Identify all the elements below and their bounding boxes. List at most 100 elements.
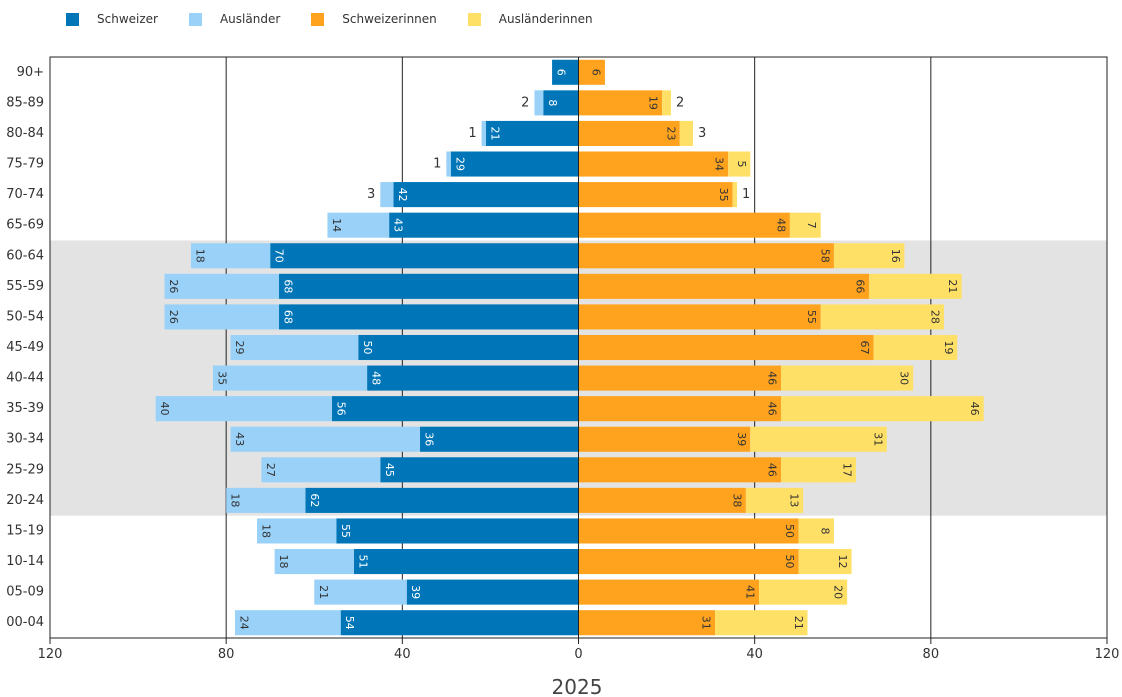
bar-schweizerinnen[interactable] [578,579,760,605]
legend: Schweizer Ausländer Schweizerinnen Auslä… [66,10,624,28]
bar-schweizer[interactable] [367,365,579,391]
bar-schweizerinnen[interactable] [578,243,834,269]
bar-auslaenderinnen[interactable] [679,120,694,146]
data-label-auslaender: 24 [237,616,250,630]
bar-schweizerinnen[interactable] [578,90,663,116]
bar-schweizer[interactable] [340,610,579,636]
bar-auslaenderinnen[interactable] [662,90,671,116]
bar-schweizer[interactable] [543,90,579,116]
bar-auslaenderinnen[interactable] [873,334,958,361]
bar-schweizer[interactable] [486,120,579,146]
y-tick-label: 25-29 [6,462,44,477]
bar-auslaender[interactable] [234,610,341,636]
bar-schweizerinnen[interactable] [578,273,870,299]
bar-auslaenderinnen[interactable] [798,549,852,575]
bar-auslaenderinnen[interactable] [833,243,905,269]
data-label-auslaender: 35 [215,371,228,385]
data-label-schweizerinnen: 38 [730,493,743,507]
data-label-schweizerinnen: 50 [783,555,796,569]
bar-schweizerinnen[interactable] [578,182,733,208]
bar-auslaenderinnen[interactable] [728,151,751,177]
bar-auslaenderinnen[interactable] [869,273,962,299]
bar-schweizerinnen[interactable] [578,457,782,483]
bar-schweizer[interactable] [279,304,579,330]
bar-auslaender[interactable] [230,334,359,361]
bar-schweizer[interactable] [270,243,579,269]
bar-schweizer[interactable] [336,518,579,544]
bar-auslaenderinnen[interactable] [789,212,821,238]
bar-auslaender[interactable] [327,212,390,238]
bar-schweizer[interactable] [406,579,579,605]
bar-auslaender[interactable] [534,90,544,116]
legend-item-schweizer[interactable]: Schweizer [66,12,158,26]
bar-schweizer[interactable] [305,487,579,513]
data-label-schweizerinnen: 31 [700,616,713,630]
data-label-schweizerinnen: 41 [744,585,757,599]
bar-auslaenderinnen[interactable] [732,182,738,208]
bar-schweizer[interactable] [450,151,579,177]
bar-auslaender[interactable] [274,549,354,575]
bar-schweizerinnen[interactable] [578,212,790,238]
bar-schweizerinnen[interactable] [578,59,605,85]
bar-auslaender[interactable] [212,365,368,391]
bar-schweizerinnen[interactable] [578,549,799,575]
bar-schweizerinnen[interactable] [578,151,729,177]
data-label-schweizerinnen: 67 [858,341,871,355]
x-tick-label: 120 [1095,647,1120,662]
bar-auslaenderinnen[interactable] [781,396,984,422]
data-label-auslaenderinnen: 16 [889,249,902,263]
bar-auslaenderinnen[interactable] [781,365,914,391]
bar-auslaenderinnen[interactable] [781,457,856,483]
bar-auslaenderinnen[interactable] [759,579,848,605]
y-tick-label: 45-49 [6,340,44,355]
bar-schweizerinnen[interactable] [578,518,799,544]
bar-schweizer[interactable] [389,212,579,238]
bar-schweizer[interactable] [393,182,579,208]
bar-auslaender[interactable] [226,487,306,513]
bar-schweizer[interactable] [353,549,579,575]
y-tick-label: 20-24 [6,493,44,508]
bar-schweizer[interactable] [279,273,579,299]
bar-auslaender[interactable] [256,518,337,544]
legend-label-auslaender: Ausländer [219,12,281,26]
bar-schweizerinnen[interactable] [578,304,821,330]
bar-auslaenderinnen[interactable] [820,304,945,330]
bar-schweizerinnen[interactable] [578,426,751,452]
bar-auslaenderinnen[interactable] [798,518,834,544]
bar-schweizerinnen[interactable] [578,396,782,422]
legend-item-auslaenderinnen[interactable]: Ausländerinnen [467,12,593,26]
bar-auslaenderinnen[interactable] [750,426,887,452]
data-label-auslaenderinnen: 5 [735,161,748,168]
bar-auslaender[interactable] [261,457,381,483]
bar-auslaender[interactable] [190,243,271,269]
data-label-auslaender: 18 [277,555,290,569]
data-label-schweizer: 45 [383,463,396,477]
bar-schweizerinnen[interactable] [578,334,874,361]
bar-auslaender[interactable] [380,182,394,208]
bar-schweizer[interactable] [380,457,579,483]
bar-auslaender[interactable] [155,396,332,422]
bar-auslaender[interactable] [446,151,451,177]
bar-schweizerinnen[interactable] [578,487,746,513]
bar-schweizer[interactable] [552,59,579,85]
bar-schweizer[interactable] [358,334,579,361]
legend-item-auslaender[interactable]: Ausländer [188,12,281,26]
bar-auslaender[interactable] [481,120,487,146]
bar-schweizer[interactable] [331,396,579,422]
data-label-auslaenderinnen: 31 [871,432,884,446]
y-tick-label: 50-54 [6,309,44,324]
legend-item-schweizerinnen[interactable]: Schweizerinnen [311,12,437,26]
data-label-auslaenderinnen: 13 [788,493,801,507]
bar-schweizerinnen[interactable] [578,365,782,391]
bar-auslaenderinnen[interactable] [715,610,808,636]
bar-schweizerinnen[interactable] [578,120,680,146]
bar-schweizer[interactable] [419,426,579,452]
bar-auslaender[interactable] [164,273,280,299]
data-label-schweizerinnen: 6 [589,69,602,76]
bar-schweizerinnen[interactable] [578,610,716,636]
bar-auslaender[interactable] [164,304,280,330]
bar-auslaender[interactable] [314,579,407,605]
bar-auslaender[interactable] [230,426,420,452]
bar-auslaenderinnen[interactable] [745,487,804,513]
